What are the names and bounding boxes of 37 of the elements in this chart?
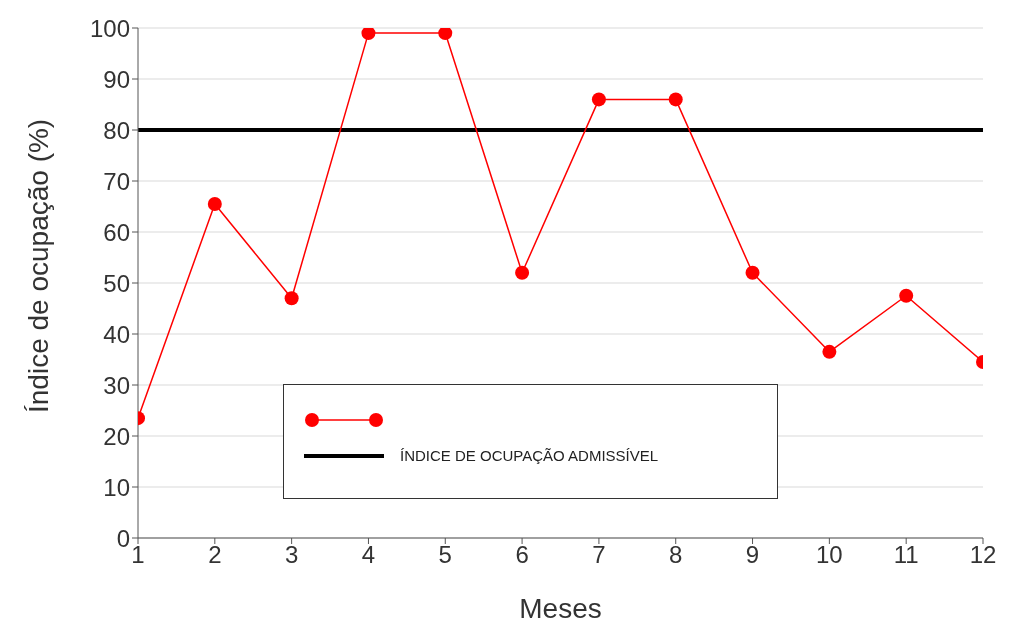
y-tick-label: 70 (103, 167, 130, 195)
point (899, 288, 914, 303)
y-axis-title: Índice de ocupação (%) (22, 118, 54, 413)
ref-line-label: ÍNDICE DE OCUPAÇÃO ADMISSÍVEL (400, 447, 659, 464)
point (591, 92, 606, 107)
x-tick-label: 5 (438, 541, 452, 569)
x-axis-title: Meses (519, 593, 602, 624)
x-tick-label: 4 (361, 541, 376, 569)
y-tick-label: 40 (103, 320, 130, 348)
x-tick-label: 7 (592, 541, 606, 569)
y-tick-label: 0 (116, 524, 130, 552)
y-tick-label: 100 (89, 14, 130, 42)
y-tick-label: 10 (103, 473, 130, 501)
x-tick-label: 10 (816, 541, 843, 569)
y-tick-label: 60 (103, 218, 130, 246)
x-tick-label: 1 (131, 541, 145, 569)
legend-frame: ÍNDICE DE OCUPAÇÃO ADMISSÍVEL (283, 384, 778, 499)
y-tick-label: 20 (103, 422, 130, 450)
point (438, 28, 453, 41)
y-tick-label: 80 (103, 116, 130, 144)
point (515, 265, 530, 280)
y-tick-label: 50 (103, 269, 130, 297)
point (207, 196, 222, 211)
point (284, 291, 299, 306)
point (745, 265, 760, 280)
x-tick-label: 2 (208, 541, 222, 569)
x-tick-label: 8 (669, 541, 683, 569)
x-tick-label: 6 (515, 541, 529, 569)
x-tick-label: 9 (745, 541, 760, 569)
point (668, 92, 683, 107)
point (361, 28, 376, 41)
point (822, 344, 837, 359)
y-tick-label: 90 (103, 65, 130, 93)
x-tick-label: 12 (969, 541, 997, 569)
x-tick-label: 11 (893, 541, 919, 569)
y-tick-label: 30 (103, 371, 130, 399)
x-tick-label: 3 (284, 541, 299, 569)
